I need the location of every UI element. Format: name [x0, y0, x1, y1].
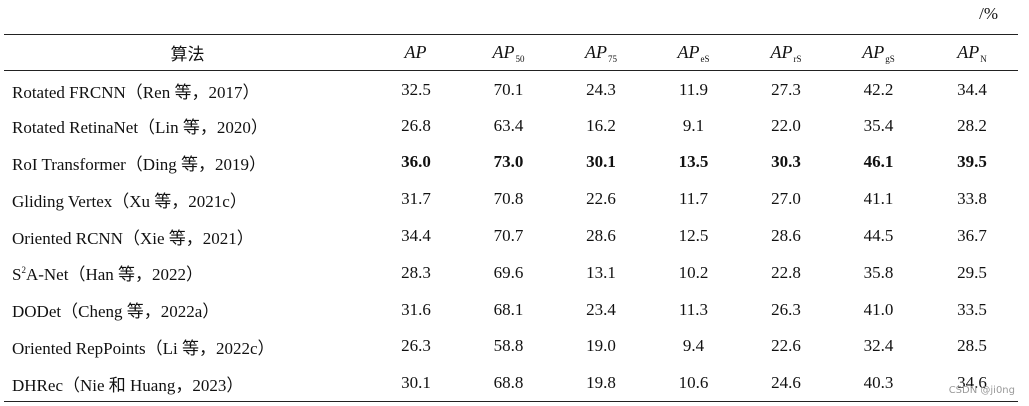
metric-cell: 22.0	[771, 115, 801, 135]
metric-cell: 39.5	[957, 152, 987, 172]
column-header-ap-es: APeS	[646, 34, 741, 71]
table-row: Rotated FRCNN（Ren 等，2017） 32.5 70.1 24.3 11.…	[4, 71, 1018, 108]
metric-cell: 11.9	[678, 80, 709, 100]
method-cell: DHRec（Nie 和 Huang，2023）	[4, 364, 371, 403]
metric-cell: 41.1	[863, 189, 894, 209]
metric-cell: 9.4	[682, 336, 705, 356]
metric-cell: 26.8	[401, 115, 431, 135]
metric-cell: 26.3	[401, 336, 431, 356]
table-row: S2A-Net（Han 等，2022） 28.3 69.6 13.1 10.2 22.8 3…	[4, 254, 1018, 291]
metric-cell: 11.3	[678, 299, 709, 319]
method-cell: Rotated FRCNN（Ren 等，2017）	[12, 82, 260, 102]
metric-cell: 70.8	[493, 189, 524, 209]
method-cell: S2A-Net（Han 等，2022）	[12, 265, 204, 285]
method-cell: Gliding Vertex（Xu 等，2021c）	[12, 191, 247, 211]
method-cell: Rotated RetinaNet（Lin 等，2020）	[12, 118, 268, 138]
table-row: Gliding Vertex（Xu 等，2021c） 31.7 70.8 22.6 11…	[4, 181, 1018, 218]
metric-cell: 35.4	[863, 115, 894, 135]
table-body: Rotated FRCNN（Ren 等，2017） 32.5 70.1 24.3 11.…	[4, 71, 1018, 403]
table-row: DODet（Cheng 等，2022a） 31.6 68.1 23.4 11.3 26.3…	[4, 291, 1018, 328]
metric-cell: 36.0	[401, 152, 431, 172]
table-row: Oriented RepPoints（Li 等，2022c） 26.3 58.8 19…	[4, 328, 1018, 365]
table-row: DHRec（Nie 和 Huang，2023） 30.1 68.8 19.8 10.6 2…	[4, 364, 1018, 403]
metric-cell: 70.1	[493, 80, 524, 100]
metric-cell: 19.0	[586, 336, 616, 356]
metric-cell: 36.7	[957, 226, 987, 246]
method-cell: DODet（Cheng 等，2022a）	[12, 302, 220, 322]
metric-cell: 27.0	[771, 189, 801, 209]
metric-cell: 73.0	[493, 152, 524, 172]
metric-cell: 30.1	[586, 152, 616, 172]
table-row: Rotated RetinaNet（Lin 等，2020） 26.8 63.4 16.…	[4, 107, 1018, 144]
column-header-ap: AP	[371, 34, 461, 71]
metric-cell: 10.6	[646, 364, 741, 403]
metric-cell: 35.8	[863, 262, 894, 282]
column-header-ap-rs: APrS	[741, 34, 831, 71]
metric-cell: 63.4	[493, 115, 524, 135]
metric-cell: 33.8	[957, 189, 987, 209]
metric-cell: 68.1	[493, 299, 524, 319]
watermark: CSDN @ji0ng	[948, 385, 1015, 396]
metric-cell: 24.6	[741, 364, 831, 403]
metric-cell: 34.6	[926, 364, 1018, 403]
table-row: Oriented RCNN（Xie 等，2021） 34.4 70.7 28.6 12.…	[4, 218, 1018, 255]
metric-cell: 28.6	[771, 226, 801, 246]
metric-cell: 58.8	[493, 336, 524, 356]
metric-cell: 44.5	[863, 226, 894, 246]
unit-label: /%	[979, 4, 998, 23]
metric-cell: 30.3	[771, 152, 801, 172]
metric-cell: 41.0	[863, 299, 894, 319]
metric-cell: 70.7	[493, 226, 524, 246]
metric-cell: 13.1	[586, 262, 616, 282]
metric-cell: 34.4	[401, 226, 431, 246]
metric-cell: 68.8	[461, 364, 556, 403]
metric-cell: 22.8	[771, 262, 801, 282]
metric-cell: 32.4	[863, 336, 894, 356]
metric-cell: 9.1	[682, 115, 705, 135]
metric-cell: 11.7	[678, 189, 709, 209]
metric-cell: 46.1	[863, 152, 894, 172]
results-table: 算法 AP AP50 AP75 APeS APrS APgS APN Rotat…	[4, 34, 1018, 403]
column-header-ap-gs: APgS	[831, 34, 926, 71]
metric-cell: 19.8	[556, 364, 646, 403]
method-cell: RoI Transformer（Ding 等，2019）	[12, 154, 267, 174]
metric-cell: 31.6	[401, 299, 431, 319]
metric-cell: 27.3	[771, 80, 801, 100]
metric-cell: 32.5	[401, 80, 431, 100]
metric-cell: 42.2	[863, 80, 894, 100]
metric-cell: 28.6	[586, 226, 616, 246]
metric-cell: 13.5	[678, 152, 709, 172]
metric-cell: 22.6	[586, 189, 616, 209]
metric-cell: 10.2	[678, 262, 709, 282]
column-header-ap75: AP75	[556, 34, 646, 71]
column-header-ap50: AP50	[461, 34, 556, 71]
metric-cell: 28.5	[957, 336, 987, 356]
column-header-ap-n: APN	[926, 34, 1018, 71]
method-cell: Oriented RepPoints（Li 等，2022c）	[12, 338, 275, 358]
metric-cell: 24.3	[586, 80, 616, 100]
metric-cell: 31.7	[401, 189, 431, 209]
column-header-method: 算法	[4, 34, 371, 71]
header-row: 算法 AP AP50 AP75 APeS APrS APgS APN	[4, 34, 1018, 71]
metric-cell: 34.4	[957, 80, 987, 100]
metric-cell: 28.3	[401, 262, 431, 282]
metric-cell: 29.5	[957, 262, 987, 282]
table-row: RoI Transformer（Ding 等，2019） 36.0 73.0 30.1…	[4, 144, 1018, 181]
metric-cell: 12.5	[678, 226, 709, 246]
metric-cell: 30.1	[371, 364, 461, 403]
metric-cell: 22.6	[771, 336, 801, 356]
method-cell: Oriented RCNN（Xie 等，2021）	[12, 228, 254, 248]
metric-cell: 16.2	[586, 115, 616, 135]
metric-cell: 40.3	[831, 364, 926, 403]
metric-cell: 26.3	[771, 299, 801, 319]
metric-cell: 28.2	[957, 115, 987, 135]
metric-cell: 23.4	[586, 299, 616, 319]
metric-cell: 69.6	[493, 262, 524, 282]
metric-cell: 33.5	[957, 299, 987, 319]
